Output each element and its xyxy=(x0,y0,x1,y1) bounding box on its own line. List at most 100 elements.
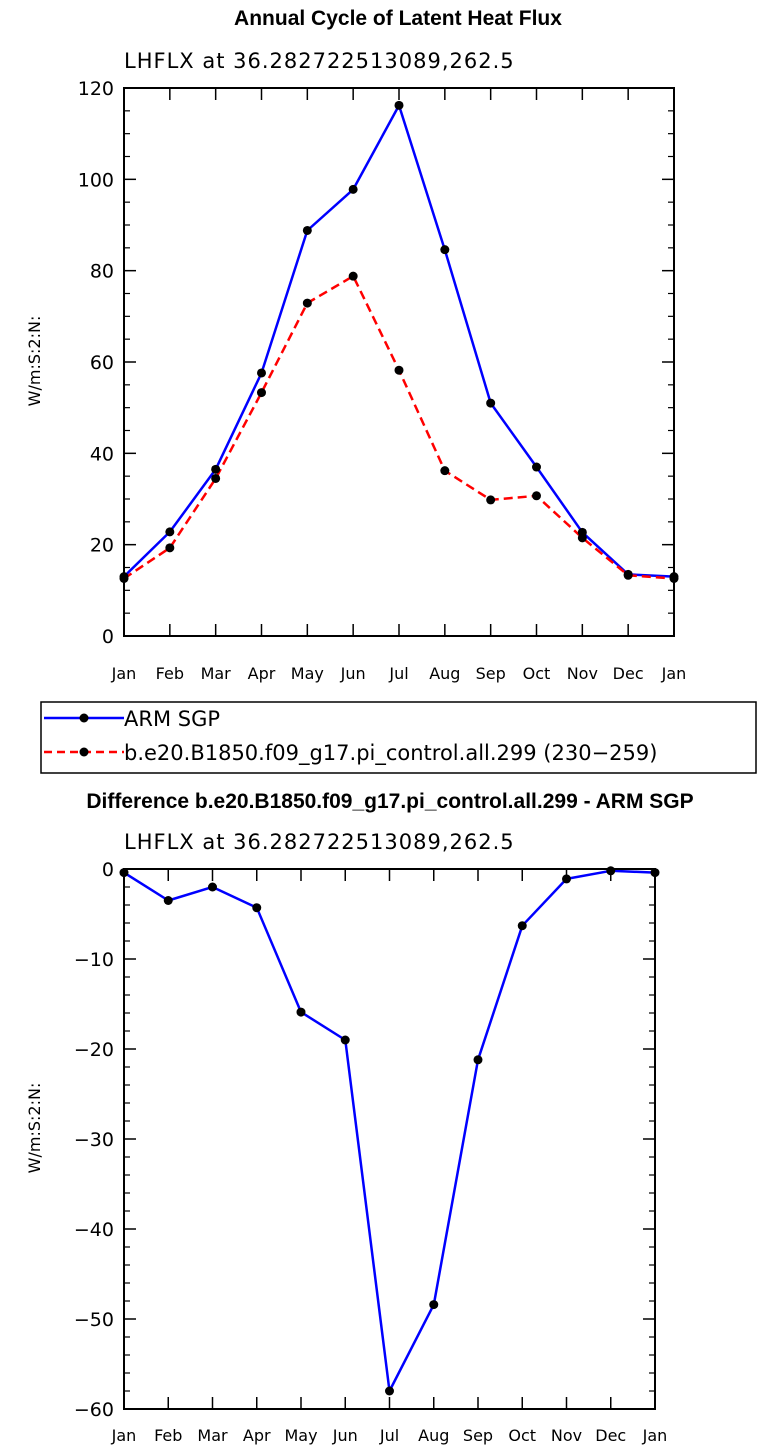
y-tick-label: 100 xyxy=(78,169,114,191)
y-tick-label: 40 xyxy=(90,443,114,465)
axis-ticks xyxy=(123,868,656,1410)
data-point xyxy=(429,1300,439,1310)
y-axis-label: W/m:S:2:N: xyxy=(25,1083,44,1174)
data-point xyxy=(394,100,404,110)
y-tick-label: 80 xyxy=(90,261,114,283)
x-tick-label: Feb xyxy=(154,1426,182,1445)
data-point xyxy=(348,271,358,281)
x-tick-label: Jul xyxy=(388,664,408,683)
chart-subtitle: LHFLX at 36.282722513089,262.5 xyxy=(124,49,515,73)
legend-marker-arm-sgp xyxy=(79,713,89,723)
data-point xyxy=(165,543,175,553)
x-tick-label: Nov xyxy=(567,664,598,683)
series-lines xyxy=(123,869,656,1393)
y-tick-label: −60 xyxy=(74,1399,114,1421)
data-point xyxy=(486,398,496,408)
x-tick-label: Aug xyxy=(418,1426,449,1445)
data-point xyxy=(257,388,266,398)
series-line xyxy=(123,869,656,1393)
data-point xyxy=(165,527,175,537)
y-tick-labels: 0 20 40 60 80 100 120 xyxy=(78,78,114,648)
chart-title: Difference b.e20.B1850.f09_g17.pi_contro… xyxy=(86,790,693,813)
data-point xyxy=(623,570,633,580)
legend: ARM SGP b.e20.B1850.f09_g17.pi_control.a… xyxy=(40,701,757,774)
data-point xyxy=(473,1055,483,1065)
data-point xyxy=(385,1386,394,1396)
data-point xyxy=(440,245,450,255)
data-point xyxy=(577,533,587,543)
y-tick-label: 0 xyxy=(102,626,114,648)
plot-frame xyxy=(123,87,675,637)
y-tick-label: 20 xyxy=(90,535,114,557)
data-point xyxy=(252,903,262,913)
data-point xyxy=(211,464,221,474)
x-tick-label: Oct xyxy=(508,1426,536,1445)
y-tick-label: 60 xyxy=(90,352,114,374)
data-point xyxy=(340,1035,350,1045)
y-tick-label: −40 xyxy=(74,1219,114,1241)
series-line xyxy=(123,274,675,580)
data-point xyxy=(606,866,616,876)
axis-ticks xyxy=(123,87,675,637)
y-tick-labels: −60 −50 −40 −30 −20 −10 0 xyxy=(74,859,114,1421)
plot-frame xyxy=(123,868,656,1410)
x-tick-label: Feb xyxy=(156,664,184,683)
series-markers xyxy=(119,100,679,583)
legend-label-model: b.e20.B1850.f09_g17.pi_control.all.299 (… xyxy=(124,741,657,766)
difference-panel: Difference b.e20.B1850.f09_g17.pi_contro… xyxy=(25,790,694,1445)
x-tick-label: Jan xyxy=(661,664,687,683)
data-point xyxy=(163,896,173,905)
x-tick-label: Sep xyxy=(476,664,506,683)
series-lines xyxy=(123,104,675,580)
y-axis-label: W/m:S:2:N: xyxy=(25,316,44,407)
x-tick-label: Mar xyxy=(201,664,232,683)
x-tick-label: Jan xyxy=(111,664,137,683)
data-point xyxy=(440,466,450,476)
legend-label-arm-sgp: ARM SGP xyxy=(124,707,220,731)
x-tick-label: Mar xyxy=(197,1426,228,1445)
data-point xyxy=(302,225,312,235)
x-tick-label: Aug xyxy=(429,664,460,683)
x-tick-label: Jan xyxy=(642,1426,668,1445)
series-markers xyxy=(119,866,660,1396)
x-tick-label: Jun xyxy=(340,664,366,683)
x-tick-label: Dec xyxy=(613,664,644,683)
chart-subtitle: LHFLX at 36.282722513089,262.5 xyxy=(124,830,515,854)
y-tick-label: −20 xyxy=(74,1039,114,1061)
x-tick-label: Nov xyxy=(551,1426,582,1445)
y-tick-label: 0 xyxy=(102,859,114,881)
x-tick-label: Jun xyxy=(332,1426,358,1445)
data-point xyxy=(211,473,221,483)
x-tick-label: Sep xyxy=(463,1426,493,1445)
data-point xyxy=(302,298,312,308)
x-tick-label: May xyxy=(284,1426,317,1445)
legend-marker-model xyxy=(79,747,89,757)
x-tick-label: Oct xyxy=(523,664,551,683)
y-tick-label: −10 xyxy=(74,949,114,971)
data-point xyxy=(208,882,217,892)
data-point xyxy=(296,1007,306,1017)
data-point xyxy=(532,491,541,501)
x-tick-labels: Jan Feb Mar Apr May Jun Jul Aug Sep Oct Nov Dec Jan xyxy=(111,664,687,683)
data-point xyxy=(486,495,496,505)
y-tick-label: 120 xyxy=(78,78,114,100)
x-tick-label: Apr xyxy=(248,664,276,683)
x-tick-label: Jul xyxy=(379,1426,399,1445)
data-point xyxy=(517,921,527,931)
x-tick-labels: Jan Feb Mar Apr May Jun Jul Aug Sep Oct Nov Dec Jan xyxy=(111,1426,668,1445)
x-tick-label: May xyxy=(291,664,324,683)
legend-box xyxy=(40,701,757,774)
x-tick-label: Apr xyxy=(243,1426,271,1445)
data-point xyxy=(562,874,571,884)
annual-cycle-panel: Annual Cycle of Latent Heat Flux LHFLX a… xyxy=(25,7,686,683)
data-point xyxy=(532,462,541,472)
data-point xyxy=(257,368,266,378)
data-point xyxy=(394,365,404,375)
chart-title: Annual Cycle of Latent Heat Flux xyxy=(234,7,562,30)
x-tick-label: Jan xyxy=(111,1426,137,1445)
series-line xyxy=(123,104,675,578)
y-tick-label: −50 xyxy=(74,1309,114,1331)
y-tick-label: −30 xyxy=(74,1129,114,1151)
data-point xyxy=(348,184,358,194)
x-tick-label: Dec xyxy=(595,1426,626,1445)
